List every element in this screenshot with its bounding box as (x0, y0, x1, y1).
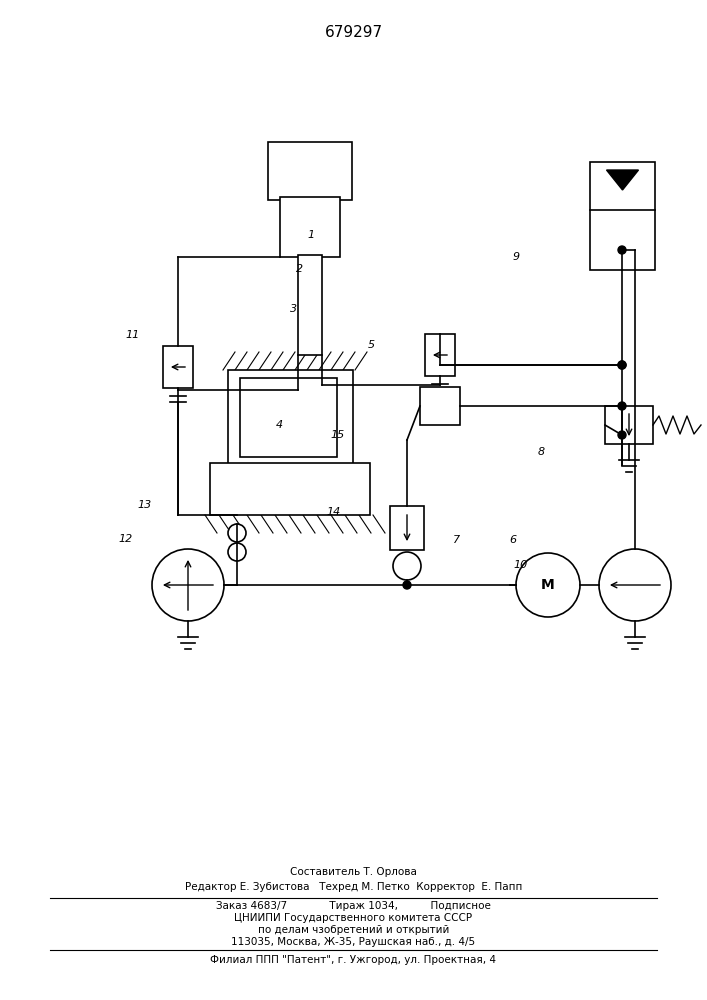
Bar (268, 142, 352, 200)
Bar (163, 346, 193, 388)
Text: Редактор Е. Зубистова   Техред М. Петко  Корректор  Е. Папп: Редактор Е. Зубистова Техред М. Петко Ко… (185, 882, 522, 892)
Text: 5: 5 (368, 340, 375, 350)
Text: Филиал ППП "Патент", г. Ужгород, ул. Проектная, 4: Филиал ППП "Патент", г. Ужгород, ул. Про… (211, 955, 496, 965)
Circle shape (618, 246, 626, 254)
Text: 7: 7 (452, 535, 460, 545)
Text: ЦНИИПИ Государственного комитета СССР: ЦНИИПИ Государственного комитета СССР (235, 913, 472, 923)
Text: 11: 11 (126, 330, 140, 340)
Text: M: M (541, 578, 555, 592)
Bar (425, 334, 455, 376)
Bar (240, 378, 337, 457)
Circle shape (618, 402, 626, 410)
Bar (228, 370, 353, 465)
Text: Составитель Т. Орлова: Составитель Т. Орлова (290, 867, 417, 877)
Text: 12: 12 (119, 534, 133, 544)
Circle shape (228, 524, 246, 542)
Polygon shape (607, 170, 638, 190)
Circle shape (599, 549, 671, 621)
Circle shape (516, 553, 580, 617)
Text: 14: 14 (327, 507, 341, 517)
Text: 1: 1 (308, 230, 315, 240)
Text: 2: 2 (296, 264, 303, 274)
Bar (420, 387, 460, 425)
Text: 113035, Москва, Ж-35, Раушская наб., д. 4/5: 113035, Москва, Ж-35, Раушская наб., д. … (231, 937, 476, 947)
Circle shape (618, 431, 626, 439)
Circle shape (618, 361, 626, 369)
Text: 13: 13 (138, 500, 152, 510)
Circle shape (228, 543, 246, 561)
Bar (298, 255, 322, 355)
Text: 8: 8 (537, 447, 544, 457)
Bar (210, 463, 370, 515)
Bar (590, 162, 655, 270)
Circle shape (393, 552, 421, 580)
Text: 6: 6 (509, 535, 516, 545)
Bar (605, 406, 653, 444)
Bar (280, 197, 340, 257)
Text: Заказ 4683/7             Тираж 1034,          Подписное: Заказ 4683/7 Тираж 1034, Подписное (216, 901, 491, 911)
Bar (390, 506, 424, 550)
Text: 15: 15 (331, 430, 345, 440)
Text: 4: 4 (276, 420, 283, 430)
Text: по делам чзобретений и открытий: по делам чзобретений и открытий (258, 925, 449, 935)
Text: 3: 3 (290, 304, 297, 314)
Text: 10: 10 (513, 560, 527, 570)
Text: 9: 9 (513, 252, 520, 262)
Circle shape (618, 361, 626, 369)
Circle shape (152, 549, 224, 621)
Text: 679297: 679297 (325, 25, 382, 40)
Circle shape (403, 581, 411, 589)
